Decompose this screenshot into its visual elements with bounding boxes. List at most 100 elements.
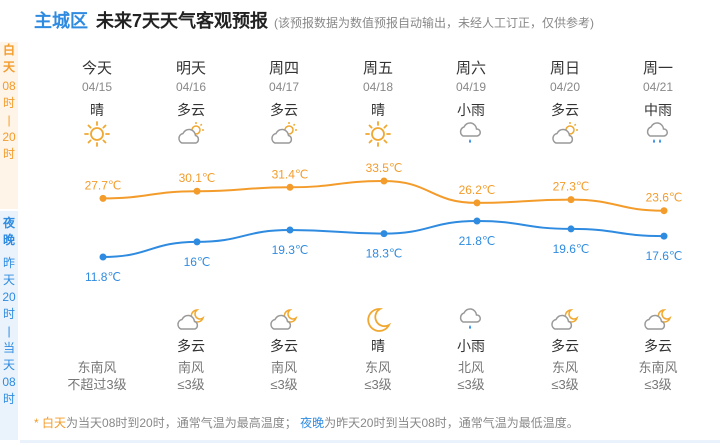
footnote-star: * — [34, 416, 43, 430]
day-label-char-1: 白 — [2, 43, 15, 57]
day-name: 周六 — [455, 60, 486, 77]
wind-level: ≤3级 — [457, 377, 485, 392]
low-temp-point — [286, 226, 294, 234]
day-sub-0: 08 — [2, 79, 16, 93]
low-temp-label: 19.6℃ — [553, 242, 590, 256]
high-temp-label: 31.4℃ — [272, 167, 309, 181]
day-date: 04/17 — [268, 80, 300, 94]
high-temp-point — [660, 207, 668, 215]
low-temp-label: 21.8℃ — [459, 234, 496, 248]
low-temp-point — [193, 238, 201, 246]
day-weather: 多云 — [177, 102, 205, 118]
low-temp-label: 18.3℃ — [366, 247, 403, 261]
day-weather: 晴 — [90, 102, 104, 118]
night-weather: 多云 — [551, 338, 579, 354]
wind-info: 东南风 ≤3级 — [613, 359, 703, 393]
cloudy-icon — [550, 121, 580, 147]
night-sub-7: 08 — [2, 375, 16, 389]
day-date: 04/15 — [81, 80, 113, 94]
wind-direction: 东南风 — [77, 360, 117, 375]
night-sub-5: 当 — [2, 341, 15, 355]
wind-level: 不超过3级 — [67, 377, 127, 392]
low-temp-point — [660, 232, 668, 240]
day-weather: 多云 — [551, 102, 579, 118]
day-weather: 晴 — [371, 102, 385, 118]
day-date: 04/16 — [175, 80, 207, 94]
wind-level: ≤3级 — [177, 377, 205, 392]
moderate-rain-icon — [643, 121, 673, 147]
footnote-day-term: 白天 — [42, 416, 67, 430]
night-side-label: 夜 晚 昨 天 20 时 | 当 天 08 时 — [0, 211, 18, 440]
high-temp-point — [473, 199, 481, 207]
day-date: 04/18 — [362, 80, 394, 94]
wind-direction: 东风 — [364, 360, 391, 375]
wind-info: 南风 ≤3级 — [239, 359, 329, 393]
footnote-night-term: 夜晚 — [300, 416, 325, 430]
night-weather: 多云 — [270, 338, 298, 354]
night-sub-8: 时 — [2, 392, 15, 406]
high-temp-label: 30.1℃ — [179, 171, 216, 185]
low-temp-point — [99, 253, 107, 261]
day-date: 04/20 — [549, 80, 581, 94]
day-name: 今天 — [81, 60, 112, 77]
cloudy-icon — [176, 121, 206, 147]
day-weather: 小雨 — [457, 102, 485, 118]
high-temp-point — [193, 187, 201, 195]
wind-direction: 东南风 — [638, 360, 678, 375]
day-date: 04/19 — [455, 80, 487, 94]
low-temp-point — [567, 225, 575, 233]
night-weather: 多云 — [177, 338, 205, 354]
high-temp-point — [567, 196, 575, 204]
low-temp-label: 17.6℃ — [646, 249, 683, 263]
high-temp-point — [286, 183, 294, 191]
day-sub-4: 时 — [2, 147, 15, 161]
day-name: 周一 — [642, 60, 673, 77]
disclaimer-note: (该预报数据为数值预报自动输出，未经人工订正，仅供参考) — [274, 16, 595, 30]
wind-level: ≤3级 — [644, 377, 672, 392]
wind-level: ≤3级 — [364, 377, 392, 392]
high-temp-label: 27.7℃ — [85, 178, 122, 192]
day-label-char-2: 天 — [2, 60, 15, 74]
wind-info: 东南风不超过3级 — [52, 359, 142, 393]
wind-info: 北风 ≤3级 — [426, 359, 516, 393]
day-side-label: 白 天 08 时 | 20 时 — [0, 42, 18, 209]
forecast-title: 未来7天天气客观预报 — [96, 11, 269, 31]
day-date: 04/21 — [642, 80, 674, 94]
low-temp-point — [473, 217, 481, 225]
night-sub-1: 天 — [2, 273, 15, 287]
day-sub-3: 20 — [2, 130, 16, 144]
high-temp-label: 26.2℃ — [459, 183, 496, 197]
high-temp-point — [380, 177, 388, 185]
high-temp-label: 23.6℃ — [646, 191, 683, 205]
cloudy-icon — [269, 121, 299, 147]
cloudy-night-icon — [550, 307, 580, 333]
night-sub-2: 20 — [2, 290, 16, 304]
night-label-char-1: 夜 — [2, 216, 15, 230]
low-temp-label: 11.8℃ — [85, 270, 121, 284]
night-sub-3: 时 — [2, 307, 15, 321]
low-temp-label: 19.3℃ — [272, 243, 309, 257]
sun-icon — [82, 121, 112, 147]
wind-direction: 东风 — [551, 360, 578, 375]
day-name: 周五 — [362, 60, 393, 77]
light-rain-icon — [456, 121, 486, 147]
night-weather: 小雨 — [457, 338, 485, 354]
day-name: 周四 — [268, 60, 299, 77]
city-name: 主城区 — [34, 11, 88, 31]
cloudy-night-icon — [176, 307, 206, 333]
page-title: 主城区 未来7天天气客观预报 (该预报数据为数值预报自动输出，未经人工订正，仅供参考… — [34, 7, 594, 33]
bottom-divider — [20, 440, 720, 443]
day-name: 明天 — [175, 60, 206, 77]
moon-icon — [363, 307, 393, 333]
wind-direction: 北风 — [457, 360, 484, 375]
wind-direction: 南风 — [177, 360, 204, 375]
wind-info: 东风 ≤3级 — [520, 359, 610, 393]
low-temp-point — [380, 230, 388, 238]
wind-level: ≤3级 — [270, 377, 298, 392]
night-sub-0: 昨 — [2, 256, 15, 270]
day-weather: 中雨 — [644, 102, 672, 118]
footnote-day-text: 为当天08时到20时，通常气温为最高温度； — [66, 416, 297, 430]
footnote-night-text: 为昨天20时到当天08时，通常气温为最低温度。 — [324, 416, 579, 430]
footnote: * 白天为当天08时到20时，通常气温为最高温度； 夜晚为昨天20时到当天08时… — [34, 414, 579, 431]
